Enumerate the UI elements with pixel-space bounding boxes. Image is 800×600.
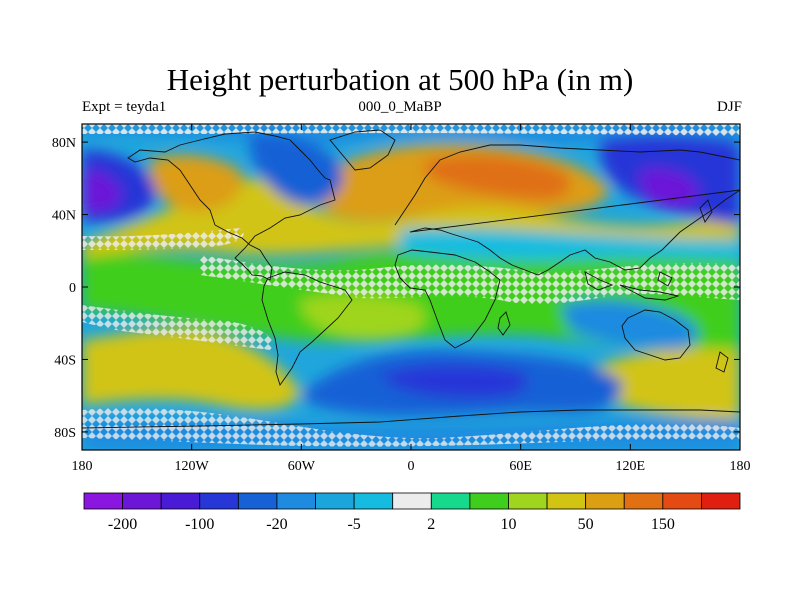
- colorbar-swatch: [353, 492, 394, 510]
- coastline-eurasia: [394, 144, 740, 276]
- lat-tick-label: 40N: [52, 209, 76, 224]
- colorbar-label: 2: [427, 516, 435, 533]
- colorbar-label: 50: [578, 516, 594, 533]
- contour-sh-low-core: [380, 364, 528, 398]
- coastline-maritime-continent: [584, 271, 680, 301]
- coastline-africa: [394, 249, 501, 349]
- colorbar-swatch: [546, 492, 587, 510]
- colorbar-label: 10: [500, 516, 516, 533]
- time-period-label: 000_0_MaBP: [358, 99, 442, 115]
- colorbar-swatch: [585, 492, 625, 510]
- colorbar-swatch: [199, 492, 239, 510]
- lat-tick-label: 40S: [54, 353, 76, 368]
- coastline-south-america: [261, 271, 353, 387]
- lon-tick-label: 120E: [616, 459, 646, 474]
- colorbar-label: -20: [266, 516, 287, 533]
- coastlines: [82, 129, 740, 429]
- contour-na-low: [250, 133, 343, 205]
- season-label: DJF: [716, 99, 742, 115]
- contour-pacific-high: [150, 154, 243, 212]
- colorbar-swatch: [430, 492, 471, 510]
- lat-tick-label: 0: [69, 281, 76, 296]
- coastline-greenland: [329, 129, 396, 171]
- map-field: [82, 124, 740, 450]
- contour-sw-positive: [82, 328, 300, 410]
- contour-light-green: [300, 294, 426, 341]
- hatch-tropical-band: [200, 255, 740, 305]
- colorbar-label: -200: [108, 516, 137, 533]
- latitude-axis: 80N 40N 0 40S 80S: [52, 136, 740, 441]
- colorbar-swatch: [662, 492, 702, 510]
- coastline-north-america: [127, 131, 336, 281]
- experiment-label: Expt = teyda1: [82, 99, 167, 115]
- contour-subtropical-low: [400, 228, 740, 261]
- lon-tick-label: 180: [730, 459, 751, 474]
- contour-eurasia-max: [423, 154, 571, 200]
- colorbar-swatch: [276, 492, 316, 510]
- colorbar-swatch: [160, 492, 201, 510]
- longitude-axis: 180 120W 60W 0 60E 120E 180: [72, 124, 751, 474]
- colorbar: -200 -100 -20 -5 2 10 50 150: [83, 492, 741, 533]
- hatch-southern-ocean: [82, 408, 740, 447]
- lat-tick-label: 80N: [52, 136, 76, 151]
- contour-fill: [82, 124, 740, 450]
- colorbar-swatch: [701, 492, 741, 510]
- contour-south-pacific-low: [560, 299, 699, 350]
- coastline-new-zealand: [715, 351, 729, 373]
- hatch-south-band: [82, 305, 273, 350]
- contour-asia-low-core: [639, 168, 700, 210]
- colorbar-label: 150: [651, 516, 675, 533]
- coastline-antarctica: [82, 409, 740, 429]
- lon-tick-label: 60E: [509, 459, 532, 474]
- coastline-australia: [621, 309, 691, 361]
- colorbar-swatch: [508, 492, 548, 510]
- coastline-madagascar: [497, 311, 511, 336]
- colorbar-swatch: [315, 492, 355, 510]
- lon-tick-label: 0: [408, 459, 415, 474]
- lon-tick-label: 120W: [175, 459, 210, 474]
- contour-aleutian-core: [82, 169, 122, 213]
- contour-south-indian-ocean: [598, 348, 740, 420]
- colorbar-swatch: [237, 492, 278, 510]
- colorbar-swatch: [392, 492, 432, 510]
- plot-title: Height perturbation at 500 hPa (in m): [166, 62, 634, 97]
- colorbar-label: -100: [185, 516, 214, 533]
- hatch-nh-band: [82, 228, 244, 250]
- lon-tick-label: 60W: [288, 459, 316, 474]
- colorbar-swatch: [83, 492, 123, 510]
- colorbar-swatch: [623, 492, 664, 510]
- colorbar-swatch: [122, 492, 162, 510]
- colorbar-swatch: [469, 492, 509, 510]
- coastline-japan: [699, 199, 713, 223]
- colorbar-label: -5: [347, 516, 360, 533]
- lon-tick-label: 180: [72, 459, 93, 474]
- lat-tick-label: 80S: [54, 426, 76, 441]
